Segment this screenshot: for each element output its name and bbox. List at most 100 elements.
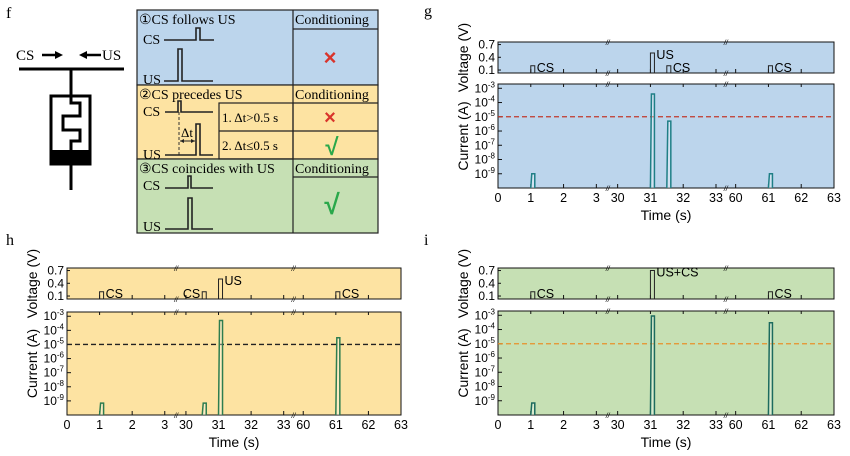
pulse-label: CS xyxy=(774,61,791,75)
current-tick-label: 10-9 xyxy=(475,393,496,408)
voltage-tick-label: 0.1 xyxy=(478,289,495,303)
axis-break-mark: // xyxy=(605,266,611,273)
cs-label: CS xyxy=(143,105,160,120)
x-tick-label: 3 xyxy=(161,418,168,432)
current-tick-label: 10-7 xyxy=(44,365,65,380)
current-tick-label: 10-3 xyxy=(44,308,65,323)
axis-break-mark: // xyxy=(723,297,729,304)
axis-break-mark: // xyxy=(605,40,611,47)
x-tick-label: 62 xyxy=(794,418,808,432)
pulse-label: CS xyxy=(537,287,554,301)
us-waveform xyxy=(165,197,213,230)
case-1-label: 1. Δt>0.5 s xyxy=(222,110,278,125)
pulse-label: CS xyxy=(183,287,200,301)
current-tick-label: 10-9 xyxy=(475,166,496,181)
axis-break-mark: // xyxy=(173,297,179,304)
current-pulse xyxy=(530,402,536,416)
x-tick-label: 61 xyxy=(761,191,775,205)
current-plot-area xyxy=(497,310,835,416)
x-tick-label: 2 xyxy=(129,418,136,432)
x-tick-label: 31 xyxy=(643,191,657,205)
pulse-label: US xyxy=(656,48,673,62)
check-icon: √ xyxy=(325,134,339,161)
x-tick-label: 33 xyxy=(277,418,291,432)
voltage-pulse xyxy=(649,52,655,73)
x-tick-label: 1 xyxy=(96,418,103,432)
row-background xyxy=(136,9,379,86)
x-tick-label: 0 xyxy=(495,191,502,205)
pulse-label: CS xyxy=(774,287,791,301)
conditioning-header: Conditioning xyxy=(295,88,369,103)
cs-waveform xyxy=(165,175,213,189)
current-tick-label: 10-5 xyxy=(475,336,496,351)
current-tick-label: 10-8 xyxy=(44,379,65,394)
row-background xyxy=(136,84,379,160)
us-input-label: US xyxy=(102,48,121,64)
voltage-pulse xyxy=(767,65,773,73)
x-tick-label: 32 xyxy=(676,418,690,432)
voltage-pulse xyxy=(666,65,672,73)
voltage-tick-label: 0.1 xyxy=(47,289,64,303)
current-tick-label: 10-3 xyxy=(475,307,496,322)
arrow-right-icon xyxy=(42,51,63,59)
panel-letter-f: f xyxy=(6,5,12,22)
x-tick-label: 60 xyxy=(729,418,743,432)
us-waveform xyxy=(165,123,213,156)
x-tick-label: 30 xyxy=(611,418,625,432)
arrow-head-icon xyxy=(180,139,184,143)
current-tick-label: 10-5 xyxy=(475,109,496,124)
current-axis-label: Current (A) xyxy=(24,329,40,398)
voltage-pulse xyxy=(767,291,773,299)
x-tick-label: 63 xyxy=(394,418,408,432)
current-tick-label: 10-4 xyxy=(44,322,65,337)
current-pulse xyxy=(649,315,656,416)
x-tick-label: 2 xyxy=(560,418,567,432)
axis-break-mark: // xyxy=(173,310,179,317)
current-tick-label: 10-7 xyxy=(475,137,496,152)
cs-label: CS xyxy=(143,33,160,48)
us-waveform xyxy=(164,48,213,82)
axis-break-mark: // xyxy=(723,413,729,420)
voltage-plot-area xyxy=(66,267,402,300)
pulse-label: US xyxy=(225,274,242,288)
current-tick-label: 10-7 xyxy=(475,364,496,379)
panel-letter: h xyxy=(6,232,14,249)
voltage-axis-label: Voltage (V) xyxy=(455,249,471,318)
conditioning-header: Conditioning xyxy=(295,162,369,177)
x-tick-label: 61 xyxy=(761,418,775,432)
voltage-axis-label: Voltage (V) xyxy=(24,249,40,318)
axis-break-mark: // xyxy=(605,309,611,316)
voltage-pulse xyxy=(530,65,536,73)
x-tick-label: 3 xyxy=(593,191,600,205)
voltage-plot-area xyxy=(497,41,835,74)
axis-break-mark: // xyxy=(291,297,297,304)
current-tick-label: 10-9 xyxy=(44,393,65,408)
pulse-label: US+CS xyxy=(656,266,698,280)
table-row-3: ③CS coincides with US Conditioning xyxy=(136,158,379,234)
x-tick-label: 1 xyxy=(527,191,534,205)
delta-t-label: Δt xyxy=(181,125,193,140)
x-axis-label: Time (s) xyxy=(641,434,692,450)
axis-break-mark: // xyxy=(723,71,729,78)
axis-break-mark: // xyxy=(173,266,179,273)
pulse-label: CS xyxy=(106,287,123,301)
x-tick-label: 61 xyxy=(329,418,343,432)
us-label: US xyxy=(143,148,161,163)
axis-break-mark: // xyxy=(723,40,729,47)
axis-break-mark: // xyxy=(605,71,611,78)
panel-letter: i xyxy=(424,232,429,249)
x-tick-label: 31 xyxy=(643,418,657,432)
voltage-tick-label: 0.4 xyxy=(478,50,495,64)
case-2-label: 2. Δt≤0.5 s xyxy=(222,138,278,153)
x-tick-label: 1 xyxy=(527,418,534,432)
voltage-tick-label: 0.7 xyxy=(47,264,64,278)
pulse-label: CS xyxy=(673,61,690,75)
voltage-pulse xyxy=(201,291,207,299)
x-tick-label: 30 xyxy=(179,418,193,432)
us-label: US xyxy=(143,220,161,235)
current-plot-area xyxy=(497,83,835,189)
chart-panel-g: g // // // // // // // // 0 1 2 3 30 31 32 33 60 61 62 63 Tim… xyxy=(424,3,841,223)
voltage-tick-label: 0.1 xyxy=(478,63,495,77)
x-tick-label: 30 xyxy=(611,191,625,205)
